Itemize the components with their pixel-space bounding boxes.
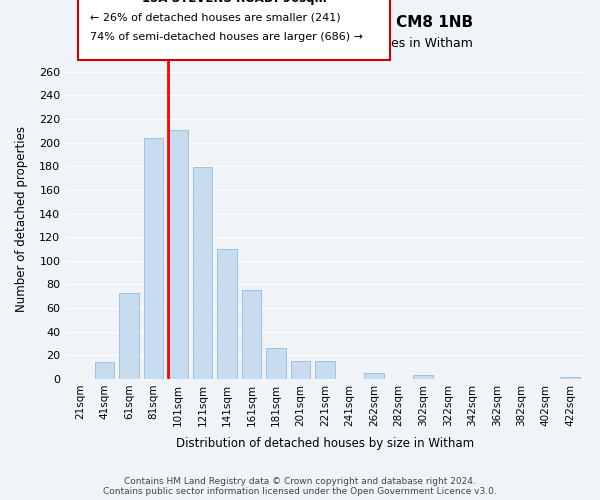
Text: 15A, STEVENS ROAD, WITHAM, CM8 1NB: 15A, STEVENS ROAD, WITHAM, CM8 1NB — [127, 15, 473, 30]
Text: 74% of semi-detached houses are larger (686) →: 74% of semi-detached houses are larger (… — [90, 32, 363, 42]
Bar — [168, 130, 188, 379]
Text: Size of property relative to detached houses in Witham: Size of property relative to detached ho… — [127, 38, 473, 51]
Bar — [266, 348, 286, 379]
X-axis label: Distribution of detached houses by size in Witham: Distribution of detached houses by size … — [176, 437, 474, 450]
Bar — [119, 292, 139, 379]
Bar — [364, 373, 384, 379]
Bar — [413, 376, 433, 379]
Bar — [242, 290, 262, 379]
Bar — [560, 376, 580, 379]
Bar — [217, 249, 237, 379]
Text: Contains HM Land Registry data © Crown copyright and database right 2024.: Contains HM Land Registry data © Crown c… — [124, 478, 476, 486]
Y-axis label: Number of detached properties: Number of detached properties — [15, 126, 28, 312]
Bar — [143, 138, 163, 379]
Text: ← 26% of detached houses are smaller (241): ← 26% of detached houses are smaller (24… — [90, 12, 341, 22]
Bar — [316, 361, 335, 379]
Text: 15A STEVENS ROAD: 96sqm: 15A STEVENS ROAD: 96sqm — [142, 0, 326, 6]
Bar — [291, 361, 310, 379]
Text: Contains public sector information licensed under the Open Government Licence v3: Contains public sector information licen… — [103, 488, 497, 496]
Bar — [95, 362, 114, 379]
Bar — [193, 168, 212, 379]
